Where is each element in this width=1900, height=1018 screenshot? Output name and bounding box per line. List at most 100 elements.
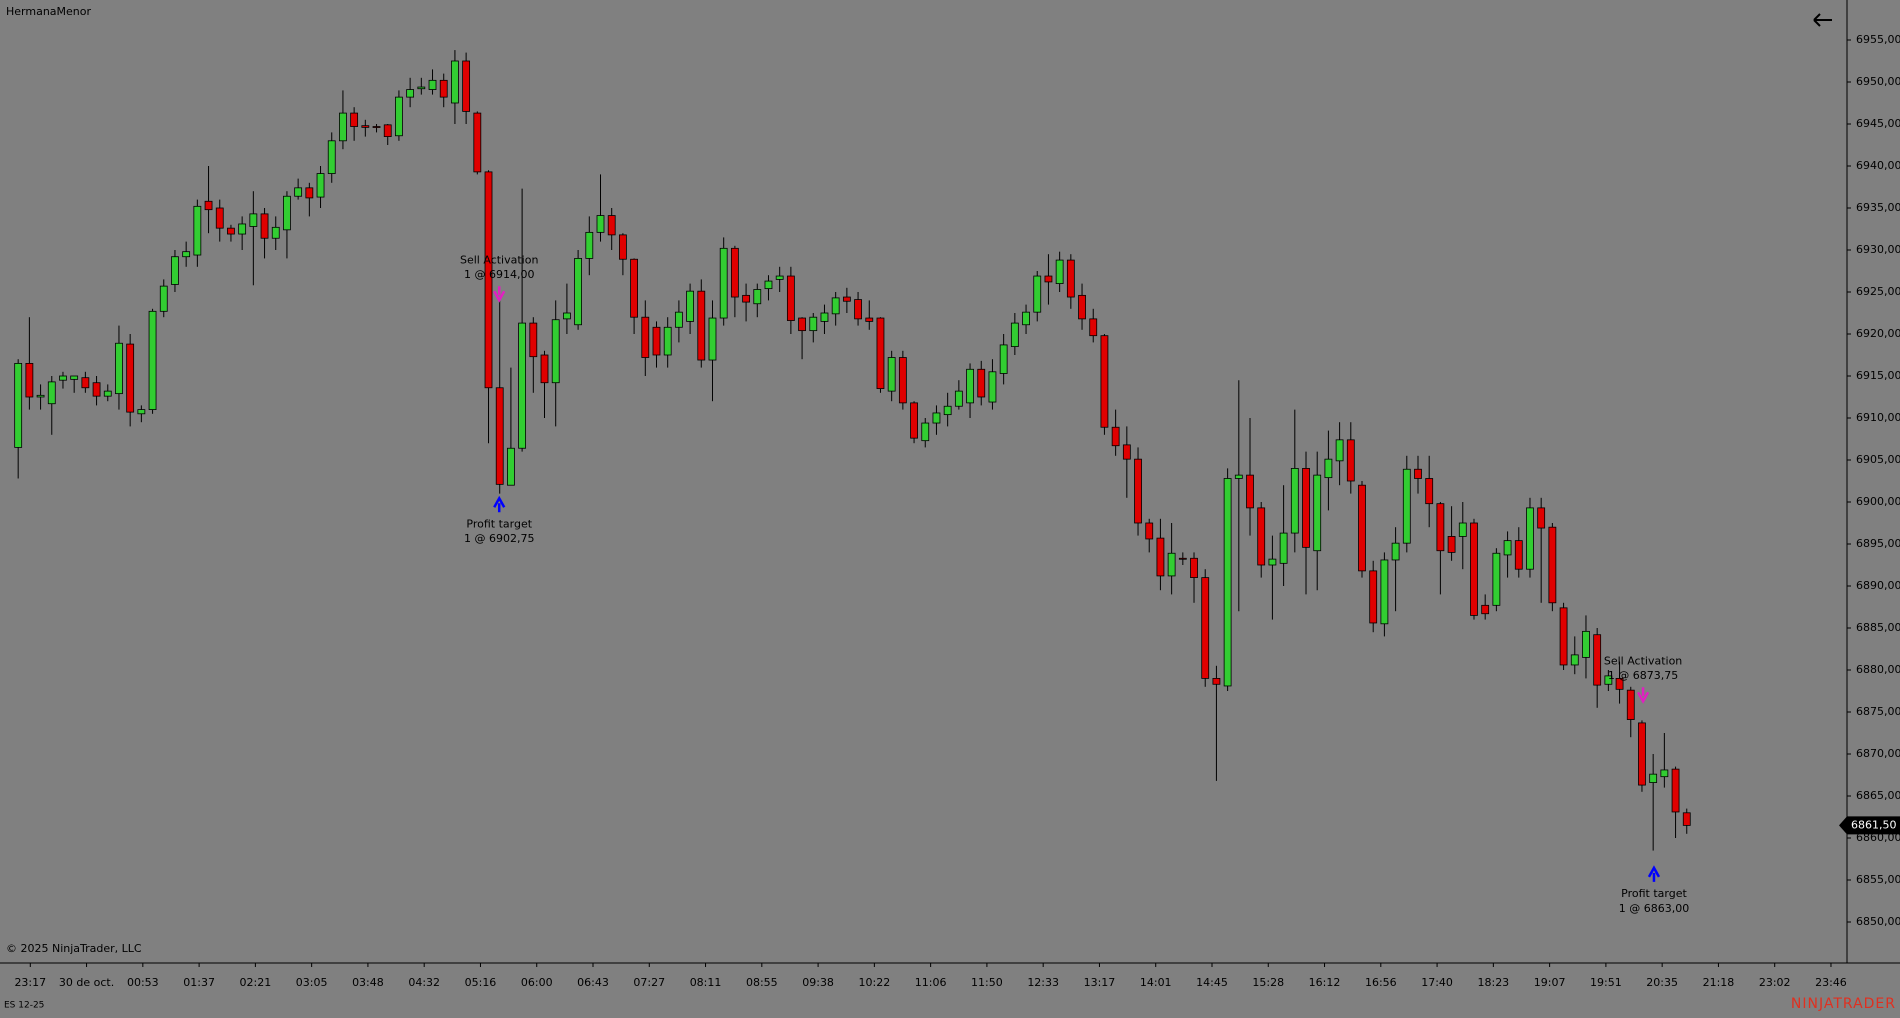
x-tick-label: 07:27 <box>633 976 665 989</box>
back-button[interactable] <box>1813 13 1832 27</box>
annotation-title: Profit target <box>1621 887 1687 900</box>
candle-body <box>1201 577 1210 679</box>
candle-body <box>999 344 1008 374</box>
candle-body <box>204 200 213 211</box>
candle-body <box>451 60 459 104</box>
candle-body <box>551 319 560 384</box>
y-tick-label: 6950,00 <box>1856 75 1900 88</box>
candle-body <box>1010 322 1019 347</box>
candle-body <box>14 362 23 448</box>
candle-body <box>809 316 818 332</box>
annotation-detail: 1 @ 6902,75 <box>464 532 534 545</box>
y-tick-label: 6945,00 <box>1856 117 1900 130</box>
candle-body <box>1548 526 1557 604</box>
candle-body <box>47 381 56 405</box>
x-tick-label: 17:40 <box>1421 976 1453 989</box>
candle-body <box>988 371 997 403</box>
candle-body <box>171 256 179 285</box>
annotation-title: Sell Activation <box>1604 655 1682 668</box>
candle-body <box>719 247 728 319</box>
x-tick-label: 13:17 <box>1084 976 1116 989</box>
candle-body <box>876 317 885 390</box>
y-tick-label: 6955,00 <box>1856 33 1900 46</box>
x-tick-label: 00:53 <box>127 976 159 989</box>
candle-body <box>1470 522 1478 616</box>
candle-body <box>674 311 683 328</box>
candle-body <box>1066 259 1075 298</box>
candle-body <box>775 275 784 280</box>
candle-body <box>1447 536 1456 553</box>
x-tick-label: 09:38 <box>802 976 834 989</box>
candle-body <box>182 251 191 258</box>
candle-body <box>115 342 123 395</box>
candle-body <box>1682 812 1691 826</box>
candle-body <box>1324 458 1333 479</box>
y-tick-label: 6940,00 <box>1856 159 1900 172</box>
candle-body <box>473 112 482 173</box>
candle-body <box>764 280 773 290</box>
candle-body <box>350 112 359 127</box>
candle-body <box>1190 557 1198 579</box>
x-tick-label: 18:23 <box>1477 976 1509 989</box>
x-tick-label: 08:55 <box>746 976 778 989</box>
candle-body <box>1671 768 1680 813</box>
candle-body <box>966 368 974 404</box>
candle-body <box>126 343 135 413</box>
candle-body <box>1626 689 1635 720</box>
candle-body <box>395 96 403 137</box>
candle-body <box>1044 275 1053 283</box>
candle-body <box>932 412 941 424</box>
candle-body <box>1369 570 1378 624</box>
candle-body <box>753 289 762 305</box>
candle-body <box>249 213 258 227</box>
y-tick-label: 6890,00 <box>1856 579 1900 592</box>
candle-body <box>1111 426 1120 447</box>
x-tick-label: 19:07 <box>1534 976 1566 989</box>
y-tick-label: 6875,00 <box>1856 705 1900 718</box>
candle-body <box>495 387 504 485</box>
x-tick-label: 14:01 <box>1140 976 1172 989</box>
candle-body <box>574 257 583 326</box>
candle-body <box>820 312 829 322</box>
last-price-label: 6861,50 <box>1851 818 1897 831</box>
candle-body <box>730 247 739 298</box>
y-tick-label: 6920,00 <box>1856 327 1900 340</box>
y-tick-label: 6915,00 <box>1856 369 1900 382</box>
candle-body <box>1257 507 1266 566</box>
candle-body <box>697 290 706 361</box>
candle-body <box>193 205 202 256</box>
copyright: © 2025 NinjaTrader, LLC <box>6 942 142 955</box>
candle-body <box>1660 769 1669 778</box>
candle-body <box>271 226 280 239</box>
candle-body <box>294 187 303 197</box>
candle-body <box>842 296 851 302</box>
candle-body <box>742 294 750 303</box>
x-tick-label: 03:05 <box>296 976 328 989</box>
candle-body <box>831 297 840 315</box>
x-tick-label: 20:35 <box>1646 976 1678 989</box>
signal-arrow <box>1636 687 1650 704</box>
candle-body <box>25 362 34 398</box>
x-tick-label: 06:43 <box>577 976 609 989</box>
candle-body <box>462 60 471 112</box>
candle-body <box>361 125 370 128</box>
candle-body <box>1436 503 1445 552</box>
candle-body <box>1313 474 1322 552</box>
candle-body <box>1055 259 1064 284</box>
candle-body <box>1514 540 1523 570</box>
last-price-marker <box>1839 816 1900 835</box>
x-tick-label: 19:51 <box>1590 976 1622 989</box>
y-tick-label: 6910,00 <box>1856 411 1900 424</box>
candle-body <box>70 375 79 380</box>
candle-body <box>954 390 963 407</box>
back-arrow[interactable] <box>1813 13 1832 27</box>
candle-body <box>103 390 112 397</box>
y-tick-label: 6870,00 <box>1856 747 1900 760</box>
candle-body <box>1503 540 1512 556</box>
candle-body <box>1559 607 1568 666</box>
candle-body <box>518 322 527 449</box>
y-tick-label: 6855,00 <box>1856 873 1900 886</box>
candle-body <box>1358 484 1366 572</box>
